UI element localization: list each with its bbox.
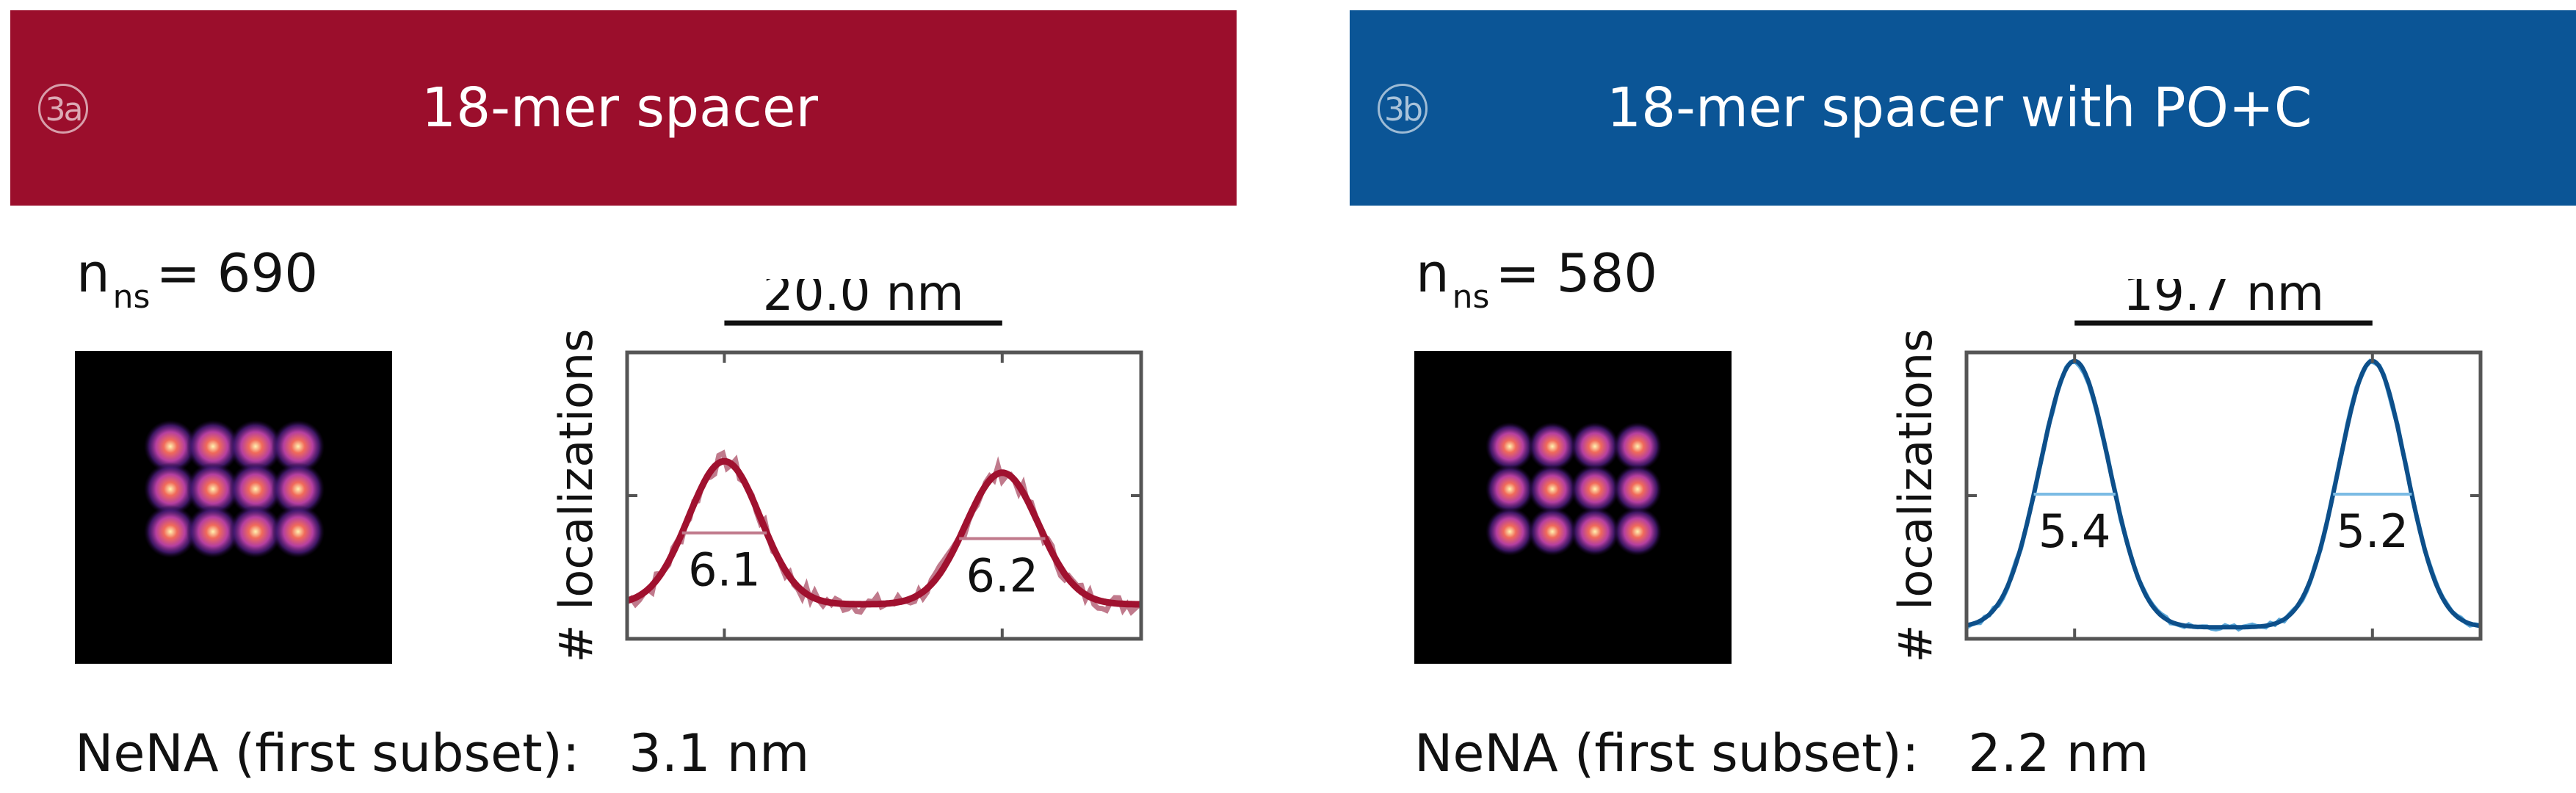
fwhm-label: 6.1 [688,543,761,597]
n-value: = 580 [1495,242,1658,304]
panel-banner: 3a 18-mer spacer [10,10,1237,206]
microscopy-spot [1613,465,1662,513]
n-label: n [76,242,110,304]
microscopy-spot [272,505,325,558]
n-label: n [1416,242,1450,304]
microscopy-spot [229,505,282,558]
microscopy-spot [144,505,197,558]
y-axis-label: # localizations [554,329,603,663]
n-subscript: ns [112,278,151,316]
microscopy-spot [1528,422,1577,471]
panel-badge: 3b [1378,84,1428,134]
nena-value: 3.1 nm [629,723,810,783]
nena-text: NeNA (first subset): 3.1 nm [75,723,809,783]
profile-fit-line [1967,358,2481,630]
profile-fit-line [627,457,1141,608]
fwhm-label: 5.4 [2038,504,2111,558]
n-subscript: ns [1452,278,1490,316]
distance-label: 20.0 nm [763,279,964,322]
microscopy-spot [144,420,197,473]
microscopy-spot [187,420,239,473]
microscopy-spot [1571,507,1619,556]
microscopy-spot [1528,507,1577,556]
microscopy-image [75,351,392,664]
microscopy-spot [1486,507,1534,556]
nena-label: NeNA (first subset): [1414,723,1920,783]
microscopy-spot [144,463,197,515]
fwhm-label: 5.2 [2336,504,2409,558]
n-count: nns = 580 [1416,242,1657,316]
distance-label: 19.7 nm [2123,279,2324,322]
fwhm-label: 6.2 [966,549,1039,603]
microscopy-spot [229,463,282,515]
microscopy-spot [1486,422,1534,471]
panel-3a: 3a 18-mer spacer nns = 690 20.0 nm # local… [10,0,1244,793]
microscopy-spot [272,463,325,515]
y-axis-label: # localizations [1893,329,1942,663]
microscopy-spot [1571,422,1619,471]
nena-value: 2.2 nm [1968,723,2149,783]
microscopy-spot [187,463,239,515]
microscopy-spot [187,505,239,558]
nena-label: NeNA (first subset): [75,723,580,783]
microscopy-spot [1486,465,1534,513]
panel-3b: 3b 18-mer spacer with PO+C nns = 580 19.7… [1350,0,2576,793]
microscopy-spot [1613,422,1662,471]
nena-text: NeNA (first subset): 2.2 nm [1414,723,2149,783]
panel-title: 18-mer spacer [422,76,818,140]
panel-badge: 3a [38,84,88,134]
microscopy-image [1414,351,1732,664]
microscopy-spot [1571,465,1619,513]
panel-title: 18-mer spacer with PO+C [1607,76,2312,140]
microscopy-spot [272,420,325,473]
n-value: = 690 [156,242,319,304]
profile-chart: 20.0 nm # localizations 6.1 6.2 [554,279,1143,663]
profile-chart: 19.7 nm # localizations 5.4 5.2 [1893,279,2483,663]
panel-banner: 3b 18-mer spacer with PO+C [1350,10,2576,206]
microscopy-spot [1613,507,1662,556]
microscopy-spot [229,420,282,473]
microscopy-spot [1528,465,1577,513]
n-count: nns = 690 [76,242,318,316]
